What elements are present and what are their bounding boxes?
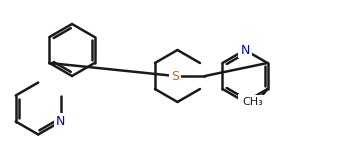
Text: N: N	[240, 95, 250, 109]
Text: N: N	[56, 115, 65, 128]
Text: S: S	[171, 69, 179, 83]
Text: N: N	[240, 43, 250, 57]
Text: CH₃: CH₃	[242, 97, 263, 107]
